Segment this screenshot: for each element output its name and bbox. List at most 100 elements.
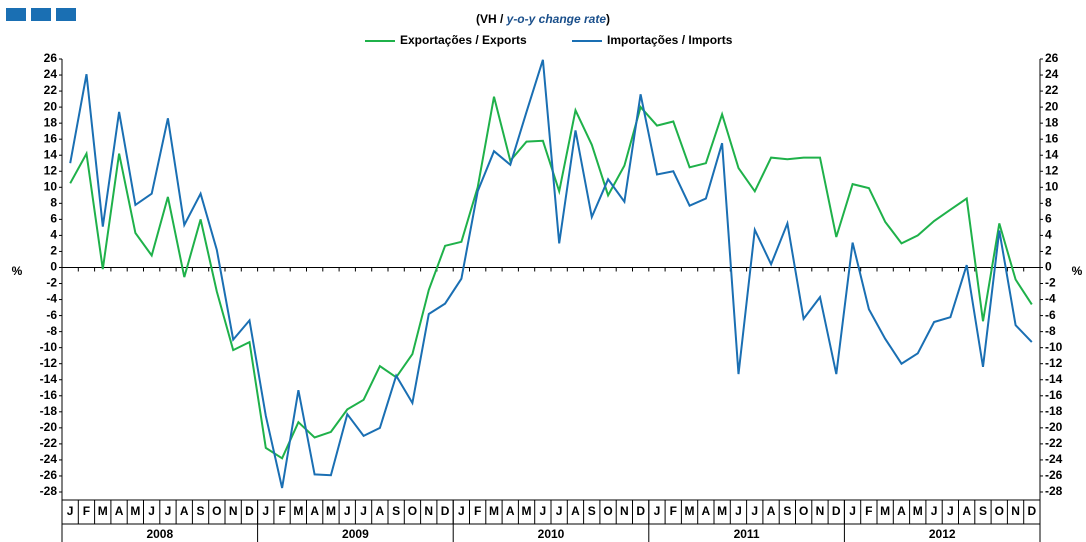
x-tick-label: A <box>767 504 776 518</box>
y2-tick-label: -28 <box>1045 484 1063 498</box>
y-tick-label: 12 <box>44 163 58 177</box>
y-tick-label: 8 <box>50 196 57 210</box>
subtitle-part: ) <box>606 12 610 26</box>
x-tick-label: S <box>197 504 205 518</box>
x-tick-label: A <box>180 504 189 518</box>
subtitle: (VH / y-o-y change rate) <box>476 12 610 26</box>
y-tick-label: -10 <box>40 340 58 354</box>
x-tick-label: A <box>310 504 319 518</box>
y2-tick-label: 10 <box>1045 179 1059 193</box>
y2-tick-label: -6 <box>1045 308 1056 322</box>
x-tick-label: F <box>670 504 677 518</box>
y-tick-label: 0 <box>50 260 57 274</box>
y-tick-label: -26 <box>40 468 58 482</box>
x-tick-label: A <box>702 504 711 518</box>
y2-tick-label: -8 <box>1045 324 1056 338</box>
y2-tick-label: -14 <box>1045 372 1063 386</box>
y-tick-label: 14 <box>44 147 58 161</box>
x-tick-label: F <box>474 504 481 518</box>
x-tick-label: J <box>654 504 661 518</box>
x-tick-label: J <box>931 504 938 518</box>
y2-tick-label: 14 <box>1045 147 1059 161</box>
y-tick-label: -4 <box>46 292 57 306</box>
y2-tick-label: 16 <box>1045 131 1059 145</box>
x-tick-label: S <box>588 504 596 518</box>
x-tick-label: S <box>392 504 400 518</box>
x-tick-label: O <box>799 504 808 518</box>
y2-tick-label: 18 <box>1045 115 1059 129</box>
x-tick-label: D <box>245 504 254 518</box>
y2-tick-label: -10 <box>1045 340 1063 354</box>
x-tick-label: J <box>735 504 742 518</box>
x-tick-label: A <box>115 504 124 518</box>
y-tick-label: -6 <box>46 308 57 322</box>
y-tick-label: -24 <box>40 452 58 466</box>
y-tick-label: -8 <box>46 324 57 338</box>
y-tick-label: -16 <box>40 388 58 402</box>
x-tick-label: D <box>1028 504 1037 518</box>
y-tick-label: 16 <box>44 131 58 145</box>
legend-label: Exportações / Exports <box>400 33 527 47</box>
y2-tick-label: 6 <box>1045 212 1052 226</box>
x-tick-label: J <box>751 504 758 518</box>
y-tick-label: 4 <box>50 228 57 242</box>
x-tick-label: A <box>897 504 906 518</box>
x-tick-label: J <box>148 504 155 518</box>
logo-block <box>31 8 51 21</box>
y-tick-label: -22 <box>40 436 58 450</box>
y-tick-label: -12 <box>40 356 58 370</box>
x-tick-label: J <box>360 504 367 518</box>
logo-block <box>56 8 76 21</box>
x-tick-label: N <box>1011 504 1020 518</box>
x-tick-label: F <box>83 504 90 518</box>
x-tick-label: O <box>408 504 417 518</box>
x-tick-label: J <box>67 504 74 518</box>
x-tick-label: M <box>293 504 303 518</box>
x-tick-label: J <box>849 504 856 518</box>
y2-tick-label: 20 <box>1045 99 1059 113</box>
x-tick-label: O <box>212 504 221 518</box>
year-label: 2012 <box>929 527 956 541</box>
x-tick-label: M <box>326 504 336 518</box>
y2-tick-label: 12 <box>1045 163 1059 177</box>
y-tick-label: 26 <box>44 51 58 65</box>
y-tick-label: 24 <box>44 67 58 81</box>
y-tick-label: 6 <box>50 212 57 226</box>
y2-tick-label: 4 <box>1045 228 1052 242</box>
x-tick-label: N <box>229 504 238 518</box>
x-tick-label: A <box>571 504 580 518</box>
y2-tick-label: -12 <box>1045 356 1063 370</box>
subtitle-part: (VH / <box>476 12 507 26</box>
x-tick-label: N <box>816 504 825 518</box>
x-tick-label: M <box>98 504 108 518</box>
x-tick-label: M <box>880 504 890 518</box>
x-tick-label: M <box>913 504 923 518</box>
x-tick-label: J <box>165 504 172 518</box>
x-tick-label: D <box>832 504 841 518</box>
y2-tick-label: 0 <box>1045 260 1052 274</box>
x-tick-label: O <box>995 504 1004 518</box>
y2-tick-label: -4 <box>1045 292 1056 306</box>
x-tick-label: M <box>717 504 727 518</box>
x-tick-label: J <box>540 504 547 518</box>
series-line <box>69 59 1033 489</box>
x-tick-label: M <box>522 504 532 518</box>
x-tick-label: D <box>441 504 450 518</box>
year-label: 2010 <box>538 527 565 541</box>
x-tick-label: S <box>979 504 987 518</box>
x-tick-label: J <box>344 504 351 518</box>
y2-tick-label: -16 <box>1045 388 1063 402</box>
y2-tick-label: -20 <box>1045 420 1063 434</box>
series-line <box>69 96 1033 460</box>
y2-tick-label: -18 <box>1045 404 1063 418</box>
y2-axis-label: % <box>1072 264 1083 278</box>
y2-tick-label: 24 <box>1045 67 1059 81</box>
x-tick-label: M <box>685 504 695 518</box>
y-tick-label: -28 <box>40 484 58 498</box>
x-tick-label: N <box>424 504 433 518</box>
x-tick-label: J <box>458 504 465 518</box>
x-tick-label: M <box>130 504 140 518</box>
y2-tick-label: 22 <box>1045 83 1059 97</box>
x-tick-label: J <box>262 504 269 518</box>
